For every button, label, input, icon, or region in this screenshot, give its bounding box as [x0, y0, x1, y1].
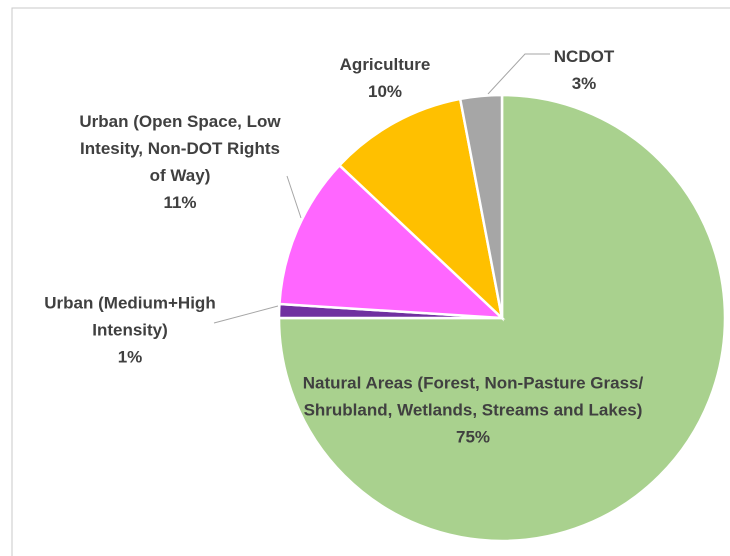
category-name: NCDOT [553, 47, 615, 66]
value-label: 75% [455, 427, 491, 447]
value-label: 10% [367, 82, 403, 101]
pie-slice [277, 93, 727, 543]
chart-frame [11, 7, 730, 556]
category-name: Agriculture [339, 55, 431, 74]
leader-line [213, 305, 279, 324]
category-name: Urban (Medium+High Intensity) [44, 293, 216, 340]
pie-slice [337, 97, 504, 322]
value-label: 1% [117, 347, 143, 367]
pie-slice [458, 93, 504, 319]
category-name: Natural Areas (Forest, Non-Pasture Grass… [302, 373, 644, 420]
value-label: 11% [163, 193, 197, 212]
value-label: 3% [571, 74, 597, 93]
slice-label: Urban (Open Space, Low Intesity, Non-DOT… [73, 108, 288, 216]
slice-label: NCDOT 3% [539, 43, 629, 97]
slice-label: Natural Areas (Forest, Non-Pasture Grass… [288, 370, 658, 451]
slice-label: Agriculture 10% [310, 51, 460, 105]
leader-line [286, 175, 302, 219]
category-name: Urban (Open Space, Low Intesity, Non-DOT… [79, 112, 281, 185]
pie-slice [278, 163, 506, 320]
leader-line [487, 53, 550, 95]
slice-label: Urban (Medium+High Intensity) 1% [30, 290, 230, 371]
